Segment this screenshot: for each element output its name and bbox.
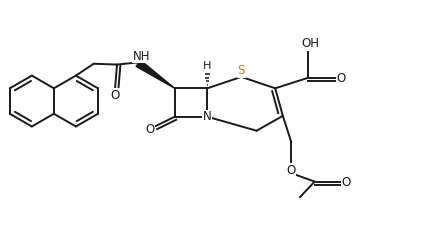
Text: S: S	[238, 64, 245, 77]
Text: O: O	[336, 72, 346, 85]
Text: H: H	[203, 61, 212, 71]
Text: O: O	[286, 164, 295, 177]
Text: O: O	[341, 176, 350, 189]
Text: OH: OH	[301, 37, 319, 50]
Text: N: N	[203, 110, 212, 123]
Text: O: O	[111, 89, 120, 102]
Polygon shape	[136, 60, 175, 88]
Text: O: O	[145, 123, 155, 136]
Text: NH: NH	[133, 50, 150, 63]
